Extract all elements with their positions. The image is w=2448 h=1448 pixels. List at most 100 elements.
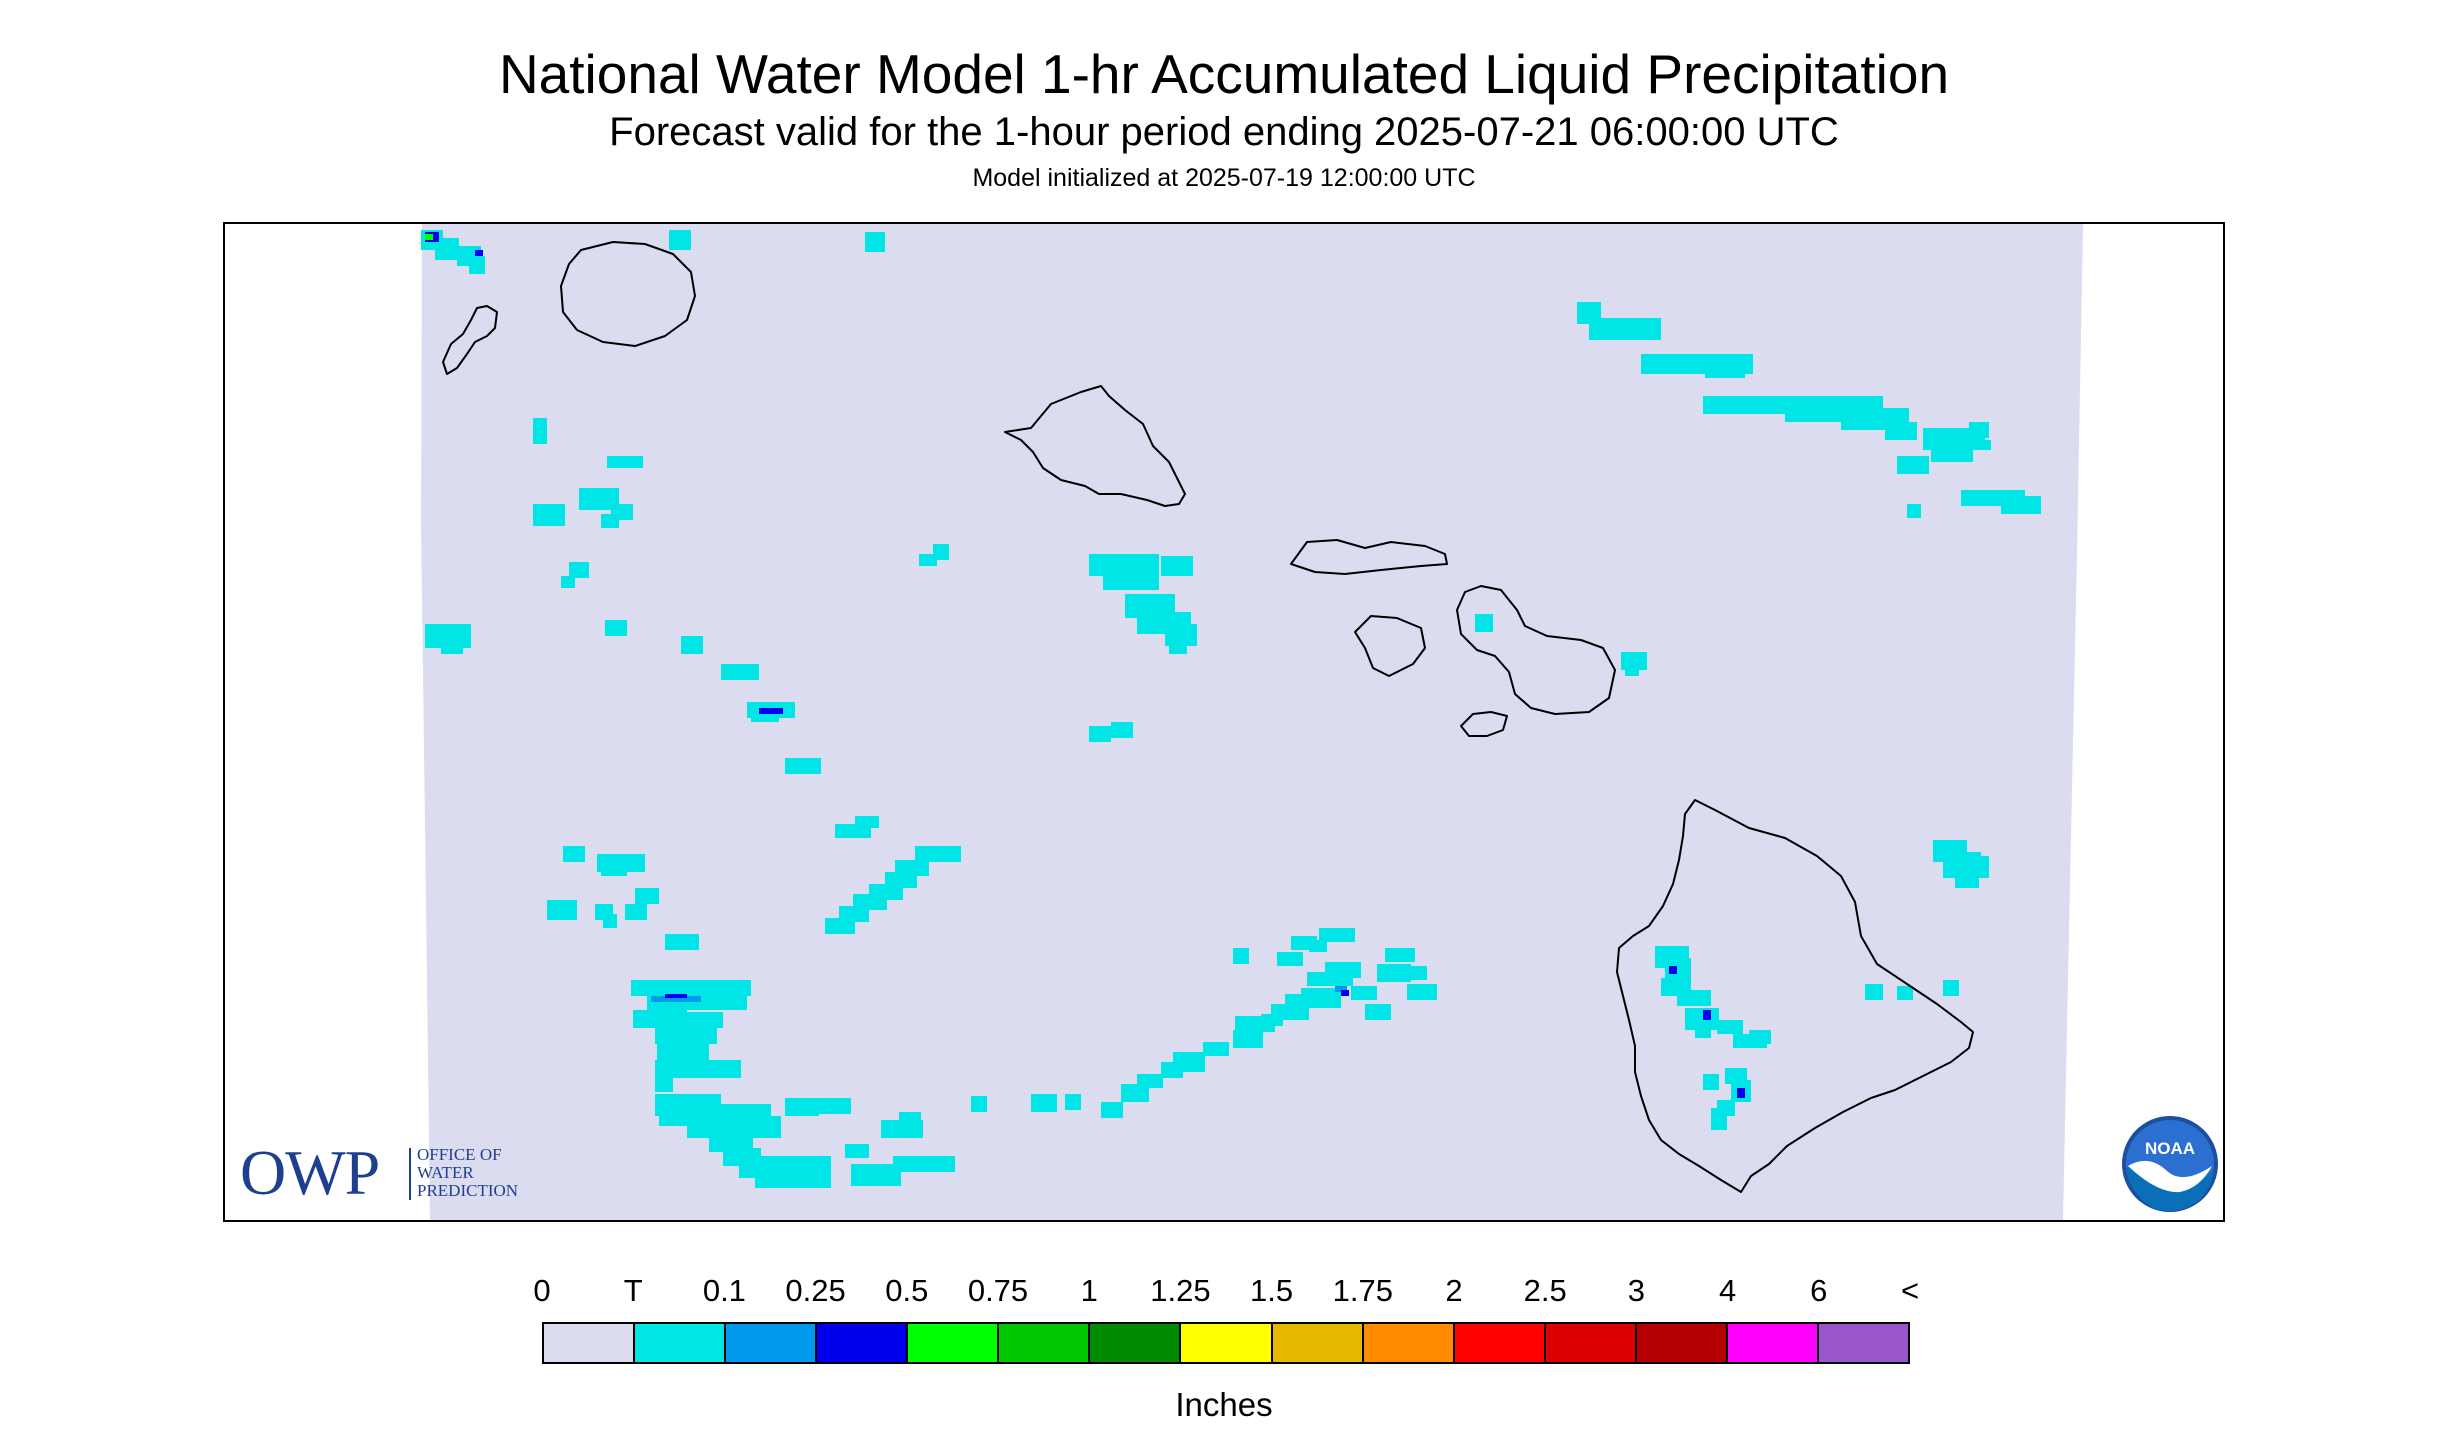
precip-cell	[1589, 318, 1661, 340]
chart-subtitle: Forecast valid for the 1-hour period end…	[609, 110, 1839, 154]
precip-cell	[533, 504, 565, 526]
legend-label: 2	[1445, 1273, 1463, 1308]
map-panel: OWP OFFICE OF WATER PREDICTION NOAA	[223, 222, 2225, 1222]
precip-cell	[1169, 642, 1187, 654]
precip-cell	[1475, 614, 1493, 632]
legend-label: 1	[1080, 1273, 1098, 1308]
precip-cell	[665, 934, 699, 950]
colorbar	[542, 1322, 1910, 1364]
precip-cell	[1377, 964, 1411, 982]
owp-logo-line2: WATER	[417, 1163, 474, 1182]
precip-cell	[721, 664, 759, 680]
legend-label: 0.5	[885, 1273, 929, 1308]
precip-cell	[441, 638, 463, 654]
maui-coastline	[1456, 585, 1616, 715]
precip-cell	[1165, 624, 1197, 646]
precip-cell	[1695, 1020, 1711, 1038]
precip-cell	[1703, 1074, 1719, 1090]
legend-label: 1.5	[1250, 1273, 1294, 1308]
precip-cell	[475, 250, 483, 256]
precip-cell	[435, 238, 459, 260]
precip-cell	[425, 234, 433, 240]
precip-cell	[2001, 496, 2041, 514]
precip-cell	[1407, 984, 1437, 1000]
precip-cell	[655, 1060, 741, 1078]
precip-cell	[1669, 966, 1677, 974]
precip-cell	[1233, 1030, 1263, 1048]
precip-cell	[817, 1098, 851, 1114]
legend-label: 6	[1810, 1273, 1828, 1308]
precip-cell	[579, 488, 619, 510]
chart-title: National Water Model 1-hr Accumulated Li…	[498, 43, 1950, 105]
precip-cell	[1325, 962, 1361, 978]
precip-cell	[1865, 984, 1883, 1000]
precip-cell	[569, 562, 589, 578]
colorbar-swatch	[908, 1324, 1000, 1362]
precip-cell	[687, 1116, 781, 1138]
precip-cell	[1737, 1088, 1745, 1098]
legend-label: 3	[1627, 1273, 1646, 1308]
precip-cell	[1031, 1094, 1057, 1112]
precip-cell	[1351, 986, 1377, 1000]
legend-label: T	[623, 1273, 643, 1308]
units-label: Inches	[1175, 1386, 1273, 1423]
owp-logo-divider	[409, 1148, 411, 1200]
precip-cell	[1931, 446, 1973, 462]
precip-cell	[785, 758, 821, 774]
precip-cell	[1625, 664, 1639, 676]
legend-label: 2.5	[1523, 1273, 1567, 1308]
precip-cell	[1173, 1052, 1205, 1072]
colorbar-swatch	[635, 1324, 727, 1362]
colorbar-swatch	[1545, 1324, 1637, 1362]
precip-cell	[1749, 1030, 1771, 1044]
precip-cell	[1233, 948, 1249, 964]
precip-cell	[1089, 726, 1111, 742]
precip-cell	[845, 1144, 869, 1158]
niihau-coastline	[442, 305, 498, 375]
precip-cell	[915, 846, 961, 862]
precip-cell	[533, 418, 547, 444]
precip-cell	[785, 1098, 819, 1116]
colorbar-swatch	[999, 1324, 1091, 1362]
colorbar-swatch	[544, 1324, 636, 1362]
hawaii-coastline	[1616, 799, 1974, 1193]
precipitation-cells	[421, 230, 2041, 1188]
precip-cell	[1309, 940, 1327, 952]
precip-cell	[603, 914, 617, 928]
colorbar-swatch	[817, 1324, 909, 1362]
precip-cell	[1885, 422, 1917, 440]
precip-cell	[1897, 456, 1929, 474]
precip-cell	[971, 1096, 987, 1112]
noaa-logo: NOAA	[2122, 1116, 2218, 1212]
oahu-coastline	[1004, 385, 1186, 507]
precip-cell	[825, 918, 855, 934]
precip-cell	[1301, 988, 1341, 1008]
precip-cell	[563, 846, 585, 862]
precip-cell	[631, 980, 751, 996]
precip-cell	[1121, 1084, 1149, 1102]
precip-cell	[469, 256, 485, 274]
precip-cell	[655, 1076, 673, 1092]
precip-cell	[1161, 556, 1193, 576]
precip-cell	[1717, 1020, 1743, 1034]
precip-cell	[755, 1170, 831, 1188]
precip-cell	[759, 708, 783, 714]
legend-label: 1.25	[1150, 1273, 1211, 1308]
precip-cell	[635, 888, 659, 904]
kauai-coastline	[560, 241, 696, 347]
legend-label: <	[1900, 1273, 1920, 1308]
precip-cell	[547, 900, 577, 920]
colorbar-swatch	[1363, 1324, 1455, 1362]
colorbar-swatch	[1272, 1324, 1364, 1362]
precip-cell	[1907, 504, 1921, 518]
precip-cell	[1103, 570, 1159, 590]
precip-cell	[1897, 986, 1913, 1000]
colorbar-swatch	[1636, 1324, 1728, 1362]
colorbar-swatch	[1727, 1324, 1819, 1362]
molokai-coastline	[1290, 539, 1448, 575]
colorbar-swatch	[726, 1324, 818, 1362]
precip-cell	[651, 996, 701, 1002]
precip-cell	[1203, 1042, 1229, 1056]
precip-cell	[1341, 990, 1349, 996]
precip-cell	[665, 994, 687, 998]
